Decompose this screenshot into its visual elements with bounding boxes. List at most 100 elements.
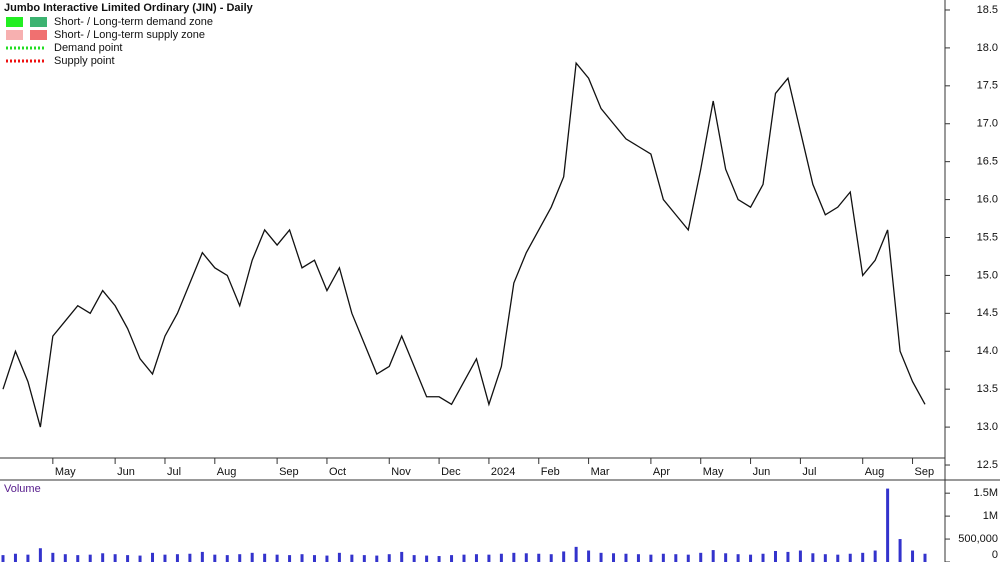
x-tick-label: Jun — [753, 466, 771, 478]
volume-bar — [487, 554, 491, 562]
x-tick-label: May — [55, 466, 76, 478]
volume-bar — [736, 554, 740, 562]
volume-bar — [138, 555, 142, 562]
x-tick-label: Nov — [391, 466, 411, 478]
volume-bar — [562, 551, 566, 562]
legend-label: Short- / Long-term supply zone — [54, 29, 205, 41]
x-tick-label: Jun — [117, 466, 135, 478]
y-tick-label: 14.5 — [977, 307, 998, 319]
volume-bar — [88, 554, 92, 562]
legend-label: Supply point — [54, 55, 115, 67]
x-tick-label: Dec — [441, 466, 461, 478]
y-tick-label: 1.5M — [974, 487, 998, 499]
x-tick-label: Apr — [653, 466, 670, 478]
volume-bar — [886, 488, 890, 562]
volume-bar — [263, 553, 267, 562]
x-tick-label: Aug — [865, 466, 885, 478]
volume-bar — [188, 553, 192, 562]
volume-bar — [412, 555, 416, 562]
volume-bar — [474, 554, 478, 562]
x-tick-label: Oct — [329, 466, 346, 478]
volume-bar — [537, 553, 541, 562]
volume-bar — [26, 554, 30, 562]
volume-bar — [51, 552, 55, 562]
x-tick-label: May — [703, 466, 724, 478]
volume-bar — [1, 555, 5, 562]
volume-bar — [275, 554, 279, 562]
y-tick-label: 13.0 — [977, 421, 998, 433]
y-tick-label: 500,000 — [958, 533, 998, 545]
volume-bar — [400, 551, 404, 562]
volume-bar — [674, 554, 678, 562]
legend-label: Demand point — [54, 42, 123, 54]
x-tick-label: Sep — [915, 466, 935, 478]
volume-bar — [450, 555, 454, 562]
volume-bar — [300, 554, 304, 562]
legend-swatch — [30, 30, 47, 40]
y-tick-label: 15.5 — [977, 231, 998, 243]
volume-bar — [387, 554, 391, 562]
volume-bar — [773, 550, 777, 562]
volume-bar — [911, 550, 915, 562]
y-tick-label: 16.5 — [977, 156, 998, 168]
volume-bar — [337, 552, 341, 562]
x-tick-label: Sep — [279, 466, 299, 478]
y-tick-label: 18.0 — [977, 42, 998, 54]
volume-bar — [113, 554, 117, 562]
y-tick-label: 17.5 — [977, 80, 998, 92]
volume-bar — [724, 553, 728, 562]
volume-bar — [425, 555, 429, 562]
x-tick-label: Feb — [541, 466, 560, 478]
volume-bar — [749, 554, 753, 562]
volume-bar — [38, 548, 42, 562]
x-tick-label: Aug — [217, 466, 237, 478]
y-tick-label: 15.0 — [977, 269, 998, 281]
volume-bar — [362, 555, 366, 562]
volume-bar — [873, 550, 877, 562]
volume-bar — [175, 554, 179, 562]
x-tick-label: 2024 — [491, 466, 515, 478]
volume-bar — [574, 546, 578, 562]
volume-bar — [288, 555, 292, 562]
legend-label: Short- / Long-term demand zone — [54, 16, 213, 28]
volume-bar — [13, 553, 17, 562]
volume-bar — [661, 553, 665, 562]
y-tick-label: 17.0 — [977, 118, 998, 130]
y-tick-label: 13.5 — [977, 383, 998, 395]
y-tick-label: 12.5 — [977, 459, 998, 471]
volume-bar — [325, 555, 329, 562]
volume-bar — [76, 555, 80, 562]
volume-bar — [699, 552, 703, 562]
volume-bar — [587, 550, 591, 562]
volume-bar — [512, 552, 516, 562]
volume-bar — [686, 554, 690, 562]
volume-bar — [898, 539, 902, 562]
volume-bar — [612, 553, 616, 562]
volume-bar — [599, 552, 603, 562]
y-tick-label: 18.5 — [977, 4, 998, 16]
volume-bar — [836, 554, 840, 562]
legend-swatch — [6, 17, 23, 27]
volume-bar — [499, 553, 503, 562]
legend-swatch — [30, 17, 47, 27]
y-tick-label: 1M — [983, 510, 998, 522]
volume-bar — [462, 554, 466, 562]
volume-bar — [549, 554, 553, 562]
x-tick-label: Jul — [802, 466, 816, 478]
volume-bar — [798, 550, 802, 562]
volume-bar — [649, 554, 653, 562]
volume-bar — [350, 554, 354, 562]
volume-bar — [163, 554, 167, 562]
volume-bar — [213, 554, 217, 562]
volume-bar — [126, 555, 130, 562]
volume-bar — [761, 553, 765, 562]
volume-bar — [225, 555, 229, 562]
volume-bar — [437, 556, 441, 562]
volume-bar — [200, 551, 204, 562]
volume-bar — [238, 554, 242, 562]
volume-bar — [624, 553, 628, 562]
volume-bar — [375, 555, 379, 562]
x-tick-label: Jul — [167, 466, 181, 478]
